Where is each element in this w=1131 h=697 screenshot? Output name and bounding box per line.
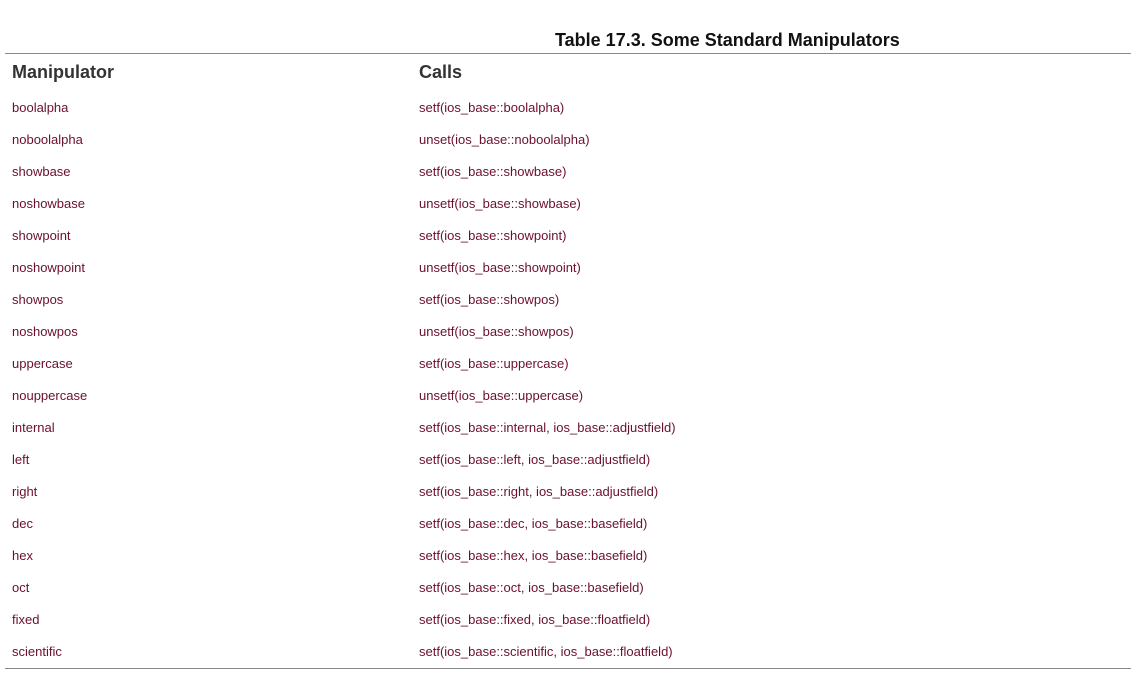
calls-cell: unsetf(ios_base::uppercase) [419, 388, 584, 403]
bottom-rule [5, 668, 1131, 669]
calls-cell: unsetf(ios_base::showpoint) [419, 260, 581, 275]
manipulator-cell: internal [12, 420, 55, 435]
calls-cell: setf(ios_base::right, ios_base::adjustfi… [419, 484, 659, 499]
manipulator-cell: noshowbase [12, 196, 85, 211]
table-row: noshowpoint unsetf(ios_base::showpoint) [5, 252, 1131, 284]
calls-cell: setf(ios_base::fixed, ios_base::floatfie… [419, 612, 651, 627]
table-row: scientific setf(ios_base::scientific, ios… [5, 636, 1131, 668]
table-row: fixed setf(ios_base::fixed, ios_base::flo… [5, 604, 1131, 636]
table-row: showbase setf(ios_base::showbase) [5, 156, 1131, 188]
manipulator-cell: scientific [12, 644, 62, 659]
table-row: noshowpos unsetf(ios_base::showpos) [5, 316, 1131, 348]
table-row: noboolalpha unset(ios_base::noboolalpha) [5, 124, 1131, 156]
manipulator-cell: showpoint [12, 228, 71, 243]
manipulator-cell: boolalpha [12, 100, 69, 115]
manipulator-cell: nouppercase [12, 388, 88, 403]
manipulator-cell: dec [12, 516, 33, 531]
manipulator-cell: right [12, 484, 38, 499]
top-rule [5, 53, 1131, 54]
calls-cell: setf(ios_base::showpos) [419, 292, 560, 307]
calls-cell: setf(ios_base::hex, ios_base::basefield) [419, 548, 648, 563]
table-row: uppercase setf(ios_base::uppercase) [5, 348, 1131, 380]
table-row: oct setf(ios_base::oct, ios_base::basefie… [5, 572, 1131, 604]
manipulator-cell: oct [12, 580, 30, 595]
table-row: left setf(ios_base::left, ios_base::adjus… [5, 444, 1131, 476]
calls-cell: setf(ios_base::left, ios_base::adjustfie… [419, 452, 651, 467]
manipulator-cell: left [12, 452, 30, 467]
manipulator-cell: noshowpos [12, 324, 78, 339]
table-title: Table 17.3. Some Standard Manipulators [555, 30, 900, 50]
calls-cell: unsetf(ios_base::showbase) [419, 196, 581, 211]
column-header-manipulator: Manipulator [12, 62, 114, 82]
table-row: showpos setf(ios_base::showpos) [5, 284, 1131, 316]
table-row: dec setf(ios_base::dec, ios_base::basefie… [5, 508, 1131, 540]
calls-cell: setf(ios_base::showpoint) [419, 228, 567, 243]
table-header-row: Manipulator Calls [5, 62, 1131, 86]
table-row: noshowbase unsetf(ios_base::showbase) [5, 188, 1131, 220]
manipulator-cell: hex [12, 548, 33, 563]
manipulator-cell: showpos [12, 292, 64, 307]
table-row: hex setf(ios_base::hex, ios_base::basefie… [5, 540, 1131, 572]
calls-cell: setf(ios_base::scientific, ios_base::flo… [419, 644, 673, 659]
column-header-calls: Calls [419, 62, 463, 82]
calls-cell: setf(ios_base::boolalpha) [419, 100, 565, 115]
manipulator-cell: noboolalpha [12, 132, 83, 147]
calls-cell: setf(ios_base::oct, ios_base::basefield) [419, 580, 644, 595]
manipulator-cell: showbase [12, 164, 71, 179]
calls-cell: unsetf(ios_base::showpos) [419, 324, 574, 339]
table-row: showpoint setf(ios_base::showpoint) [5, 220, 1131, 252]
table-row: right setf(ios_base::right, ios_base::adj… [5, 476, 1131, 508]
calls-cell: setf(ios_base::showbase) [419, 164, 567, 179]
table-body: boolalpha setf(ios_base::boolalpha)nobool… [5, 92, 1131, 668]
manipulator-cell: noshowpoint [12, 260, 85, 275]
calls-cell: setf(ios_base::dec, ios_base::basefield) [419, 516, 648, 531]
manipulator-cell: uppercase [12, 356, 73, 371]
table-row: nouppercase unsetf(ios_base::uppercase) [5, 380, 1131, 412]
calls-cell: setf(ios_base::internal, ios_base::adjus… [419, 420, 676, 435]
calls-cell: unset(ios_base::noboolalpha) [419, 132, 590, 147]
table-row: boolalpha setf(ios_base::boolalpha) [5, 92, 1131, 124]
calls-cell: setf(ios_base::uppercase) [419, 356, 569, 371]
table-row: internal setf(ios_base::internal, ios_bas… [5, 412, 1131, 444]
manipulator-cell: fixed [12, 612, 40, 627]
